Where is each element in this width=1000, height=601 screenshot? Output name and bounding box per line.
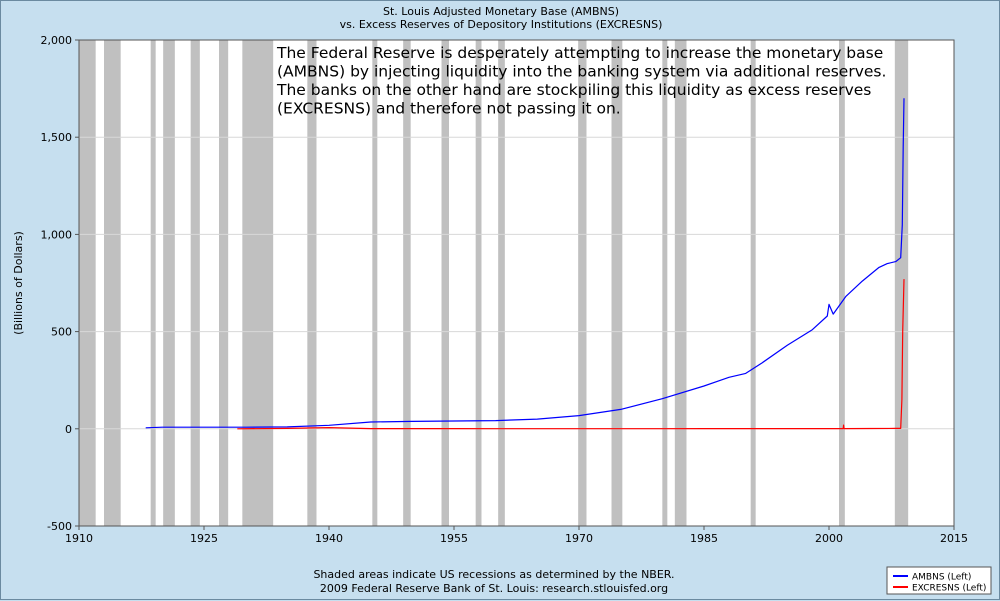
recession-band (498, 40, 505, 526)
legend-label-excresns: EXCRESNS (Left) (912, 584, 986, 594)
recession-band (242, 40, 274, 526)
legend-label-ambns: AMBNS (Left) (912, 573, 971, 583)
y-axis: -500 0 500 1,000 1,500 2,000 (41, 34, 79, 533)
x-tick-label: 2000 (815, 532, 843, 545)
series-line-ambns (145, 98, 905, 429)
recession-band (150, 40, 156, 526)
recession-band (372, 40, 378, 526)
series-line-excresns (237, 279, 905, 430)
annotation-line: The Federal Reserve is desperately attem… (276, 44, 883, 62)
recession-band (307, 40, 317, 526)
footer-source: 2009 Federal Reserve Bank of St. Louis: … (320, 582, 668, 595)
recession-band (750, 40, 756, 526)
y-tick-label: 500 (51, 326, 72, 339)
chart-legend: AMBNS (Left) EXCRESNS (Left) (886, 566, 992, 595)
y-axis-label: (Billions of Dollars) (12, 231, 25, 335)
y-tick-label: 1,500 (41, 131, 73, 144)
recession-band (163, 40, 175, 526)
recession-band (578, 40, 587, 526)
annotation-line: (EXCRESNS) and therefore not passing it … (277, 100, 621, 118)
x-tick-label: 1910 (65, 532, 93, 545)
chart-title: St. Louis Adjusted Monetary Base (AMBNS) (383, 5, 619, 18)
x-tick-label: 1955 (440, 532, 468, 545)
y-tick-label: 0 (65, 423, 72, 436)
recession-band (403, 40, 411, 526)
chart-subtitle: vs. Excess Reserves of Depository Instit… (340, 18, 663, 31)
x-tick-label: 1985 (690, 532, 718, 545)
legend-box (886, 566, 992, 595)
recession-band (190, 40, 200, 526)
recession-band (79, 40, 96, 526)
plot-border (78, 39, 955, 527)
x-tick-label: 1925 (190, 532, 218, 545)
recession-band (611, 40, 623, 526)
annotation-line: The banks on the other hand are stockpil… (276, 81, 871, 99)
recession-band (662, 40, 668, 526)
x-axis: 1910 1925 1940 1955 1970 1985 2000 2015 (65, 526, 968, 545)
recession-bands (79, 40, 909, 526)
x-tick-label: 1940 (315, 532, 343, 545)
y-tick-label: -500 (47, 520, 72, 533)
y-tick-label: 1,000 (41, 228, 73, 241)
recession-band (441, 40, 449, 526)
recession-band (475, 40, 482, 526)
recession-band (674, 40, 687, 526)
x-tick-label: 2015 (940, 532, 968, 545)
recession-band (839, 40, 845, 526)
recession-band (104, 40, 121, 526)
x-tick-label: 1970 (565, 532, 593, 545)
y-tick-label: 2,000 (41, 34, 73, 47)
annotation-line: (AMBNS) by injecting liquidity into the … (277, 63, 886, 81)
chart-annotation: The Federal Reserve is desperately attem… (276, 44, 886, 118)
series-lines (145, 98, 905, 430)
recession-band (219, 40, 229, 526)
recession-band (894, 40, 909, 526)
footer-recession-note: Shaded areas indicate US recessions as d… (313, 568, 674, 581)
